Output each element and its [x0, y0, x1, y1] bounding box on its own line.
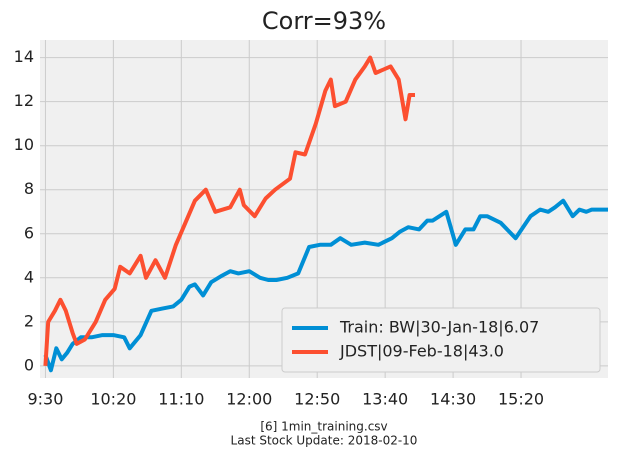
x-tick-label: 12:00	[226, 390, 272, 409]
series-line	[43, 55, 415, 367]
y-tick-label: 2	[24, 311, 34, 330]
y-tick-label: 10	[14, 135, 34, 154]
y-tick-label: 4	[24, 267, 34, 286]
y-tick-label: 12	[14, 91, 34, 110]
x-tick-label: 9:30	[27, 390, 63, 409]
footnote: Last Stock Update: 2018-02-10	[231, 434, 418, 448]
legend-box	[281, 307, 601, 373]
chart-title: Corr=93%	[262, 7, 386, 35]
y-tick-label: 8	[24, 179, 34, 198]
legend-label: JDST|09-Feb-18|43.0	[339, 342, 504, 361]
x-tick-label: 11:10	[158, 390, 204, 409]
legend-label: Train: BW|30-Jan-18|6.07	[339, 318, 539, 337]
y-tick-label: 6	[24, 223, 34, 242]
y-tick-label: 0	[24, 355, 34, 374]
x-tick-label: 12:50	[294, 390, 340, 409]
footnote: [6] 1min_training.csv	[260, 420, 387, 434]
x-tick-label: 13:40	[362, 390, 408, 409]
x-tick-label: 14:30	[430, 390, 476, 409]
y-tick-label: 14	[14, 47, 34, 66]
x-tick-label: 15:20	[498, 390, 544, 409]
x-tick-label: 10:20	[90, 390, 136, 409]
series-line	[43, 198, 608, 373]
